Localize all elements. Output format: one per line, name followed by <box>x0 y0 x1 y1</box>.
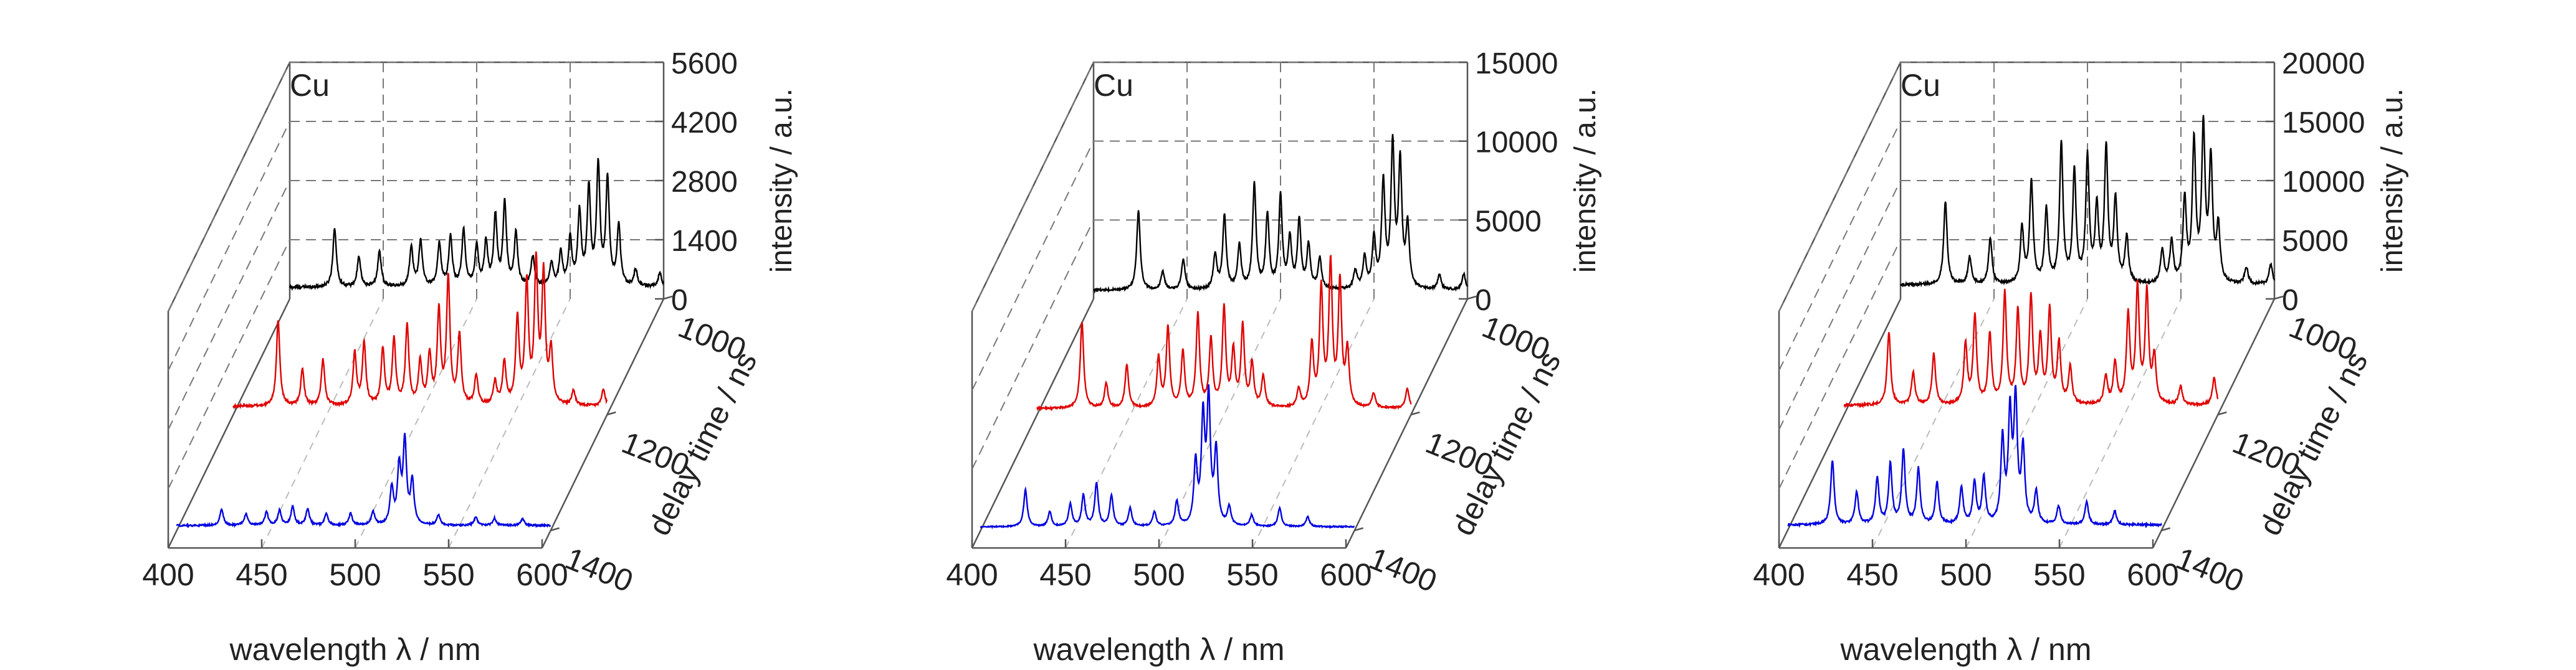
chart-panel: 0 1400 2800 4200 5600 intensity / a.u. 400 450 5… <box>142 47 798 667</box>
wavelength-tick-label: 600 <box>1320 557 1371 592</box>
wavelength-tick-label: 600 <box>516 557 568 592</box>
intensity-tick-label: 15000 <box>2282 106 2365 139</box>
intensity-axis-title: intensity / a.u. <box>2376 88 2409 273</box>
intensity-tick-label: 0 <box>671 284 688 317</box>
left-wall-gridline <box>1778 180 1901 430</box>
floor-gridline <box>448 298 571 549</box>
delay-tick-label: 1400 <box>1365 540 1442 599</box>
spectrum-line <box>1093 134 1468 294</box>
intensity-tick-label: 10000 <box>1475 126 1558 159</box>
intensity-tick-label: 0 <box>1475 284 1492 317</box>
panel-label: Cu <box>1094 68 1133 103</box>
wavelength-tick-label: 500 <box>1940 557 1992 592</box>
wavelength-axis-title: wavelength λ / nm <box>1033 632 1285 667</box>
wavelength-tick-label: 450 <box>1846 557 1898 592</box>
intensity-tick-label: 5000 <box>2282 225 2349 258</box>
delay-tick <box>1354 527 1363 532</box>
delay-tick-label: 1400 <box>2172 540 2249 599</box>
left-wall-gridline <box>168 239 290 489</box>
chart-panel: 0 5000 10000 15000 intensity / a.u. 400 450 500… <box>946 47 1602 667</box>
intensity-tick-label: 15000 <box>1475 47 1558 80</box>
spectrum-line <box>176 433 551 529</box>
delay-axis <box>2152 298 2276 549</box>
delay-tick <box>1467 295 1477 300</box>
spectrum-line <box>1787 385 2162 529</box>
wavelength-tick-label: 450 <box>1039 557 1091 592</box>
intensity-axis-title: intensity / a.u. <box>1569 88 1602 273</box>
spectrum-line <box>1843 279 2219 409</box>
left-wall-frame <box>971 62 1095 549</box>
wavelength-tick-label: 450 <box>236 557 287 592</box>
left-wall-gridline <box>971 62 1094 312</box>
floor-gridline <box>2059 298 2182 549</box>
intensity-tick-label: 0 <box>2282 284 2299 317</box>
delay-tick <box>550 527 560 532</box>
left-wall-gridline <box>168 62 290 312</box>
intensity-tick-label: 5000 <box>1475 205 1542 238</box>
left-wall-gridline <box>1778 121 1901 371</box>
wavelength-tick-label: 400 <box>1753 557 1805 592</box>
delay-tick-label: 1400 <box>561 540 638 599</box>
chart-panel: 0 5000 10000 15000 20000 intensity / a.u. 400 4… <box>1753 47 2409 667</box>
left-wall-gridline <box>168 180 290 430</box>
spectrum-line <box>1899 115 2276 288</box>
floor-gridline <box>1872 298 1995 549</box>
left-wall-gridline <box>1778 62 1901 312</box>
wavelength-axis-title: wavelength λ / nm <box>1840 632 2092 667</box>
intensity-tick-label: 4200 <box>671 106 738 139</box>
left-wall-gridline <box>1778 239 1901 489</box>
wavelength-tick-label: 400 <box>142 557 194 592</box>
panel-label: Cu <box>290 68 330 103</box>
left-wall-gridline <box>168 121 290 371</box>
delay-tick <box>2161 527 2170 532</box>
intensity-tick-label: 1400 <box>671 225 738 258</box>
wavelength-tick-label: 600 <box>2127 557 2178 592</box>
spectrum-line <box>980 384 1355 529</box>
intensity-tick-label: 20000 <box>2282 47 2365 80</box>
delay-axis <box>1345 298 1469 549</box>
delay-tick <box>2217 411 2227 416</box>
delay-axis <box>541 298 665 549</box>
floor-gridline <box>1965 298 2088 549</box>
delay-tick <box>663 295 673 300</box>
panel-label: Cu <box>1901 68 1940 103</box>
wavelength-tick-label: 550 <box>422 557 474 592</box>
floor-gridline <box>355 298 477 549</box>
spectrum-line <box>289 158 665 291</box>
delay-tick <box>1410 411 1420 416</box>
intensity-axis-title: intensity / a.u. <box>765 88 798 273</box>
wavelength-tick-label: 500 <box>329 557 381 592</box>
delay-tick <box>606 411 616 416</box>
wavelength-tick-label: 500 <box>1133 557 1185 592</box>
intensity-tick-label: 10000 <box>2282 166 2365 199</box>
intensity-tick-label: 2800 <box>671 166 738 199</box>
floor-gridline <box>1158 298 1281 549</box>
delay-tick <box>2274 295 2284 300</box>
spectrum-line <box>232 251 608 410</box>
wavelength-tick-label: 400 <box>946 557 998 592</box>
floor-gridline <box>1252 298 1375 549</box>
wavelength-axis-title: wavelength λ / nm <box>229 632 481 667</box>
left-wall-gridline <box>971 219 1094 469</box>
spectrum-line <box>1036 254 1412 412</box>
wavelength-tick-label: 550 <box>2033 557 2085 592</box>
wavelength-tick-label: 550 <box>1226 557 1278 592</box>
intensity-tick-label: 5600 <box>671 47 738 80</box>
floor-gridline <box>261 298 384 549</box>
left-wall-gridline <box>971 141 1094 391</box>
